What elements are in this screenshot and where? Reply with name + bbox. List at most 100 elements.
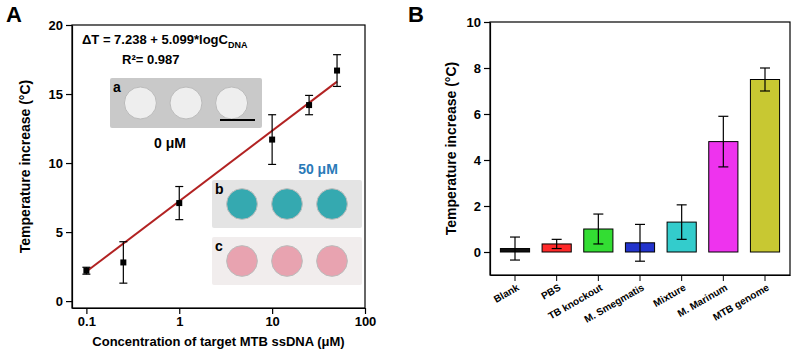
tick-label: 1	[176, 314, 183, 329]
tick-label: 5	[56, 225, 63, 240]
error-cap	[82, 267, 90, 268]
photo-well	[272, 246, 303, 277]
axis-line	[73, 308, 366, 309]
error-cap	[119, 283, 127, 284]
error-cap	[333, 86, 341, 87]
axis-line	[72, 26, 73, 309]
axis: 05101520	[49, 18, 73, 309]
error-stem	[639, 224, 640, 261]
tick: 0.1	[78, 308, 96, 329]
error-cap	[175, 219, 183, 220]
error-bar	[760, 68, 770, 91]
error-bar	[635, 224, 645, 261]
photo-well	[170, 87, 202, 119]
tick-label: 0.1	[78, 314, 96, 329]
tick-label: 0	[474, 245, 481, 260]
error-cap	[552, 239, 562, 240]
tick-mark	[66, 163, 72, 164]
inset-label: a	[113, 79, 121, 95]
photo-bg	[212, 180, 362, 228]
tick: Mixture	[651, 275, 688, 309]
inset-photo-b	[212, 180, 362, 228]
error-cap	[718, 166, 728, 167]
error-cap	[305, 95, 313, 96]
tick: 0	[474, 245, 490, 260]
error-bar	[268, 115, 276, 165]
tick: 10	[49, 156, 72, 171]
error-cap	[552, 248, 562, 249]
tick-label: MTB genome	[711, 281, 771, 322]
tick: PBS	[539, 275, 563, 302]
tick-mark	[179, 308, 180, 314]
axis: 0.1 1 10 100	[73, 308, 377, 329]
plot-area	[500, 68, 779, 261]
error-bar	[552, 239, 562, 248]
tick-label: 8	[474, 61, 481, 76]
error-cap	[119, 241, 127, 242]
tick: 2	[474, 199, 490, 214]
equation-subscript: DNA	[228, 40, 248, 50]
tick: 10	[467, 15, 490, 30]
point	[83, 268, 89, 274]
inset-photo-c	[212, 237, 362, 285]
inset-label: c	[215, 238, 223, 254]
tick-mark	[640, 275, 641, 281]
tick-label: 6	[474, 107, 481, 122]
panel-label: A	[6, 2, 22, 27]
tick-mark	[515, 275, 516, 281]
tick: 0	[56, 294, 72, 309]
error-cap	[305, 114, 313, 115]
y-axis-title: Temperature increase (°C)	[443, 62, 459, 235]
tick: Blank	[492, 275, 521, 305]
error-stem	[681, 205, 682, 240]
inset-caption: 0 μM	[154, 135, 186, 151]
inset-caption: 50 μM	[298, 161, 338, 177]
tick-mark	[66, 94, 72, 95]
tick-label: 4	[474, 153, 482, 168]
tick-mark	[598, 275, 599, 281]
tick-mark	[66, 25, 72, 26]
error-cap	[718, 116, 728, 117]
error-stem	[723, 116, 724, 167]
tick: MTB genome	[711, 275, 771, 323]
y-axis-title: Temperature increase (°C)	[17, 80, 33, 253]
error-cap	[760, 67, 770, 68]
point	[306, 102, 312, 108]
photo-bg	[110, 78, 262, 128]
tick-label: Blank	[492, 281, 521, 304]
tick-mark	[484, 160, 490, 161]
tick: 20	[49, 18, 72, 33]
tick-label: 20	[49, 18, 63, 33]
point	[334, 68, 340, 74]
photo-well	[124, 87, 156, 119]
photo-well	[227, 246, 258, 277]
error-stem	[764, 68, 765, 91]
tick: 1	[176, 308, 183, 329]
axis-line	[490, 23, 491, 276]
error-cap	[760, 90, 770, 91]
tick: 100	[355, 308, 377, 329]
tick-label: 2	[474, 199, 481, 214]
tick-mark	[484, 68, 490, 69]
tick-label: 10	[467, 15, 481, 30]
error-bar	[510, 237, 520, 260]
tick-mark	[681, 275, 682, 281]
error-cap	[175, 186, 183, 187]
tick: 8	[474, 61, 490, 76]
plot-area	[82, 55, 341, 283]
inset-label: b	[215, 181, 224, 197]
error-cap	[510, 236, 520, 237]
error-cap	[268, 164, 276, 165]
tick: M. Smegmatis	[582, 275, 646, 325]
inset-photo-a	[110, 78, 262, 128]
plot-frame	[72, 25, 365, 308]
tick-label: 10	[49, 156, 63, 171]
error-cap	[635, 261, 645, 262]
tick-label: 10	[265, 314, 279, 329]
tick-label: 100	[355, 314, 377, 329]
tick-label: 0	[56, 294, 63, 309]
tick-mark	[66, 301, 72, 302]
equation-main: ΔT = 7.238 + 5.099*logC	[82, 32, 229, 47]
tick-mark	[484, 114, 490, 115]
tick-mark	[765, 275, 766, 281]
